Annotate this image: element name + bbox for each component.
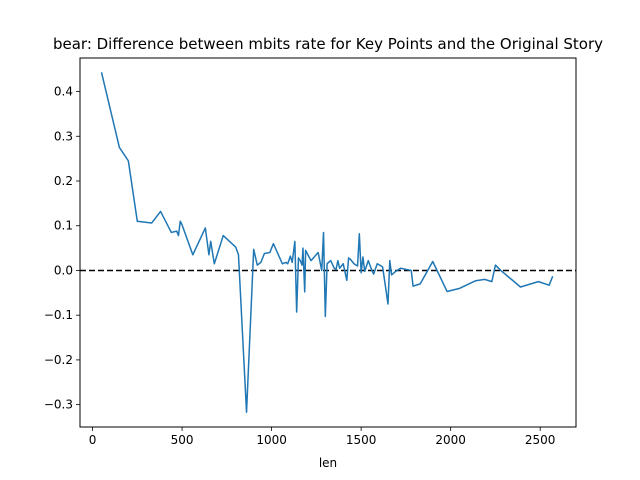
x-tick-label: 0 bbox=[89, 433, 97, 447]
x-tick-label: 2000 bbox=[435, 433, 466, 447]
chart-title: bear: Difference between mbits rate for … bbox=[53, 35, 603, 53]
y-tick-label: 0.0 bbox=[54, 263, 73, 277]
x-tick-label: 1500 bbox=[346, 433, 377, 447]
x-tick-label: 500 bbox=[171, 433, 194, 447]
y-tick-label: 0.2 bbox=[54, 174, 73, 188]
y-axis: −0.3 −0.2 −0.1 0.0 0.1 0.2 0.3 0.4 bbox=[44, 85, 80, 412]
x-axis-label: len bbox=[319, 456, 337, 470]
y-tick-label: −0.1 bbox=[44, 308, 73, 322]
y-tick-label: 0.4 bbox=[54, 85, 73, 99]
series-line-0 bbox=[100, 72, 554, 413]
plot-frame bbox=[79, 57, 577, 428]
y-tick-label: 0.3 bbox=[54, 129, 73, 143]
x-tick-label: 2500 bbox=[525, 433, 556, 447]
plot-area bbox=[80, 72, 576, 413]
y-tick-label: −0.3 bbox=[44, 398, 73, 412]
y-tick-label: 0.1 bbox=[54, 219, 73, 233]
x-axis: 0 500 1000 1500 2000 2500 bbox=[89, 427, 556, 447]
y-tick-label: −0.2 bbox=[44, 353, 73, 367]
x-tick-label: 1000 bbox=[256, 433, 287, 447]
